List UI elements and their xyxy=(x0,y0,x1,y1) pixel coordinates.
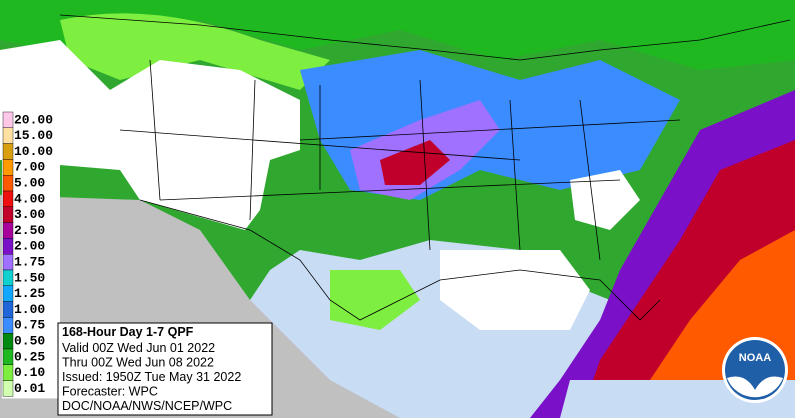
noaa-logo: NOAA xyxy=(722,337,788,403)
legend-label: 20.00 xyxy=(14,112,53,127)
legend-swatch xyxy=(2,111,14,129)
legend-swatch xyxy=(2,238,14,255)
legend-label: 0.50 xyxy=(14,334,45,349)
info-line: Thru 00Z Wed Jun 08 2022 xyxy=(62,356,214,370)
legend-swatch xyxy=(2,269,14,287)
legend-swatch xyxy=(2,253,14,271)
legend: 20.0015.0010.007.005.004.003.002.502.001… xyxy=(2,110,60,399)
legend-swatch xyxy=(2,333,14,350)
legend-label: 3.00 xyxy=(14,207,45,222)
legend-swatch xyxy=(2,317,14,334)
legend-swatch xyxy=(2,174,14,192)
info-line: DOC/NOAA/NWS/NCEP/WPC xyxy=(62,399,232,413)
peak-precip xyxy=(380,140,450,185)
legend-label: 0.75 xyxy=(14,318,45,333)
legend-label: 10.00 xyxy=(14,144,53,159)
north-precip xyxy=(0,0,795,70)
legend-label: 1.00 xyxy=(14,302,45,317)
legend-swatch xyxy=(2,159,14,176)
dry-west xyxy=(0,40,300,230)
legend-label: 15.00 xyxy=(14,128,53,143)
legend-swatch xyxy=(2,206,14,223)
legend-label: 1.25 xyxy=(14,286,45,301)
info-line: Valid 00Z Wed Jun 01 2022 xyxy=(62,341,215,355)
logo-text: NOAA xyxy=(739,352,771,364)
boundaries xyxy=(59,14,791,321)
logo-bird xyxy=(727,376,783,398)
legend-label: 1.75 xyxy=(14,255,45,270)
legend-swatch xyxy=(2,190,14,208)
legend-swatch xyxy=(2,301,14,318)
legend-label: 7.00 xyxy=(14,160,45,175)
legend-label: 2.50 xyxy=(14,223,45,238)
info-line: Forecaster: WPC xyxy=(62,385,158,399)
info-line: Issued: 1950Z Tue May 31 2022 xyxy=(62,370,241,384)
gulf-dry xyxy=(440,250,590,330)
light-precip xyxy=(60,13,330,90)
info-box: 168-Hour Day 1-7 QPF Valid 00Z Wed Jun 0… xyxy=(57,322,273,416)
legend-label: 0.01 xyxy=(14,381,45,396)
legend-swatch xyxy=(2,127,14,144)
legend-swatch xyxy=(2,348,14,366)
legend-swatch xyxy=(2,143,14,160)
legend-label: 1.50 xyxy=(14,270,45,285)
legend-swatch xyxy=(2,364,14,381)
legend-label: 5.00 xyxy=(14,176,45,191)
info-title: 168-Hour Day 1-7 QPF xyxy=(62,325,194,339)
legend-label: 0.25 xyxy=(14,349,45,364)
legend-label: 4.00 xyxy=(14,191,45,206)
legend-swatch xyxy=(2,222,14,239)
legend-swatch xyxy=(2,380,14,397)
legend-label: 0.10 xyxy=(14,365,45,380)
legend-swatch xyxy=(2,285,14,302)
info-background xyxy=(57,322,273,416)
southeast-dry xyxy=(570,170,640,230)
legend-label: 2.00 xyxy=(14,239,45,254)
